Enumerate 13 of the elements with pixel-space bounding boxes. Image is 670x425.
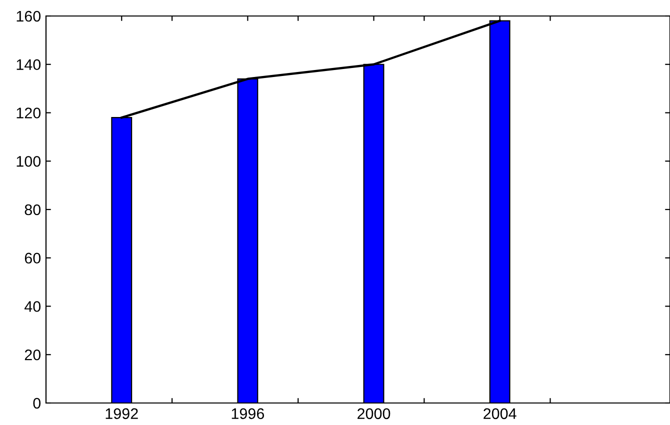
y-tick-label: 60 — [24, 252, 41, 264]
y-tick-label: 80 — [24, 204, 41, 216]
y-tick-label: 100 — [16, 156, 41, 167]
x-tick-label: 1992 — [106, 408, 138, 420]
y-tick-label: 120 — [16, 108, 41, 118]
y-tick-label: 40 — [24, 301, 41, 312]
y-tick-label: 20 — [24, 349, 41, 360]
y-tick-label: 0 — [33, 398, 41, 409]
x-tick-label: 2004 — [484, 408, 516, 420]
y-tick-label: 140 — [16, 59, 41, 70]
x-tick-label: 2000 — [358, 408, 390, 420]
x-tick-label: 1996 — [232, 408, 264, 420]
y-tick-label: 160 — [16, 10, 41, 22]
